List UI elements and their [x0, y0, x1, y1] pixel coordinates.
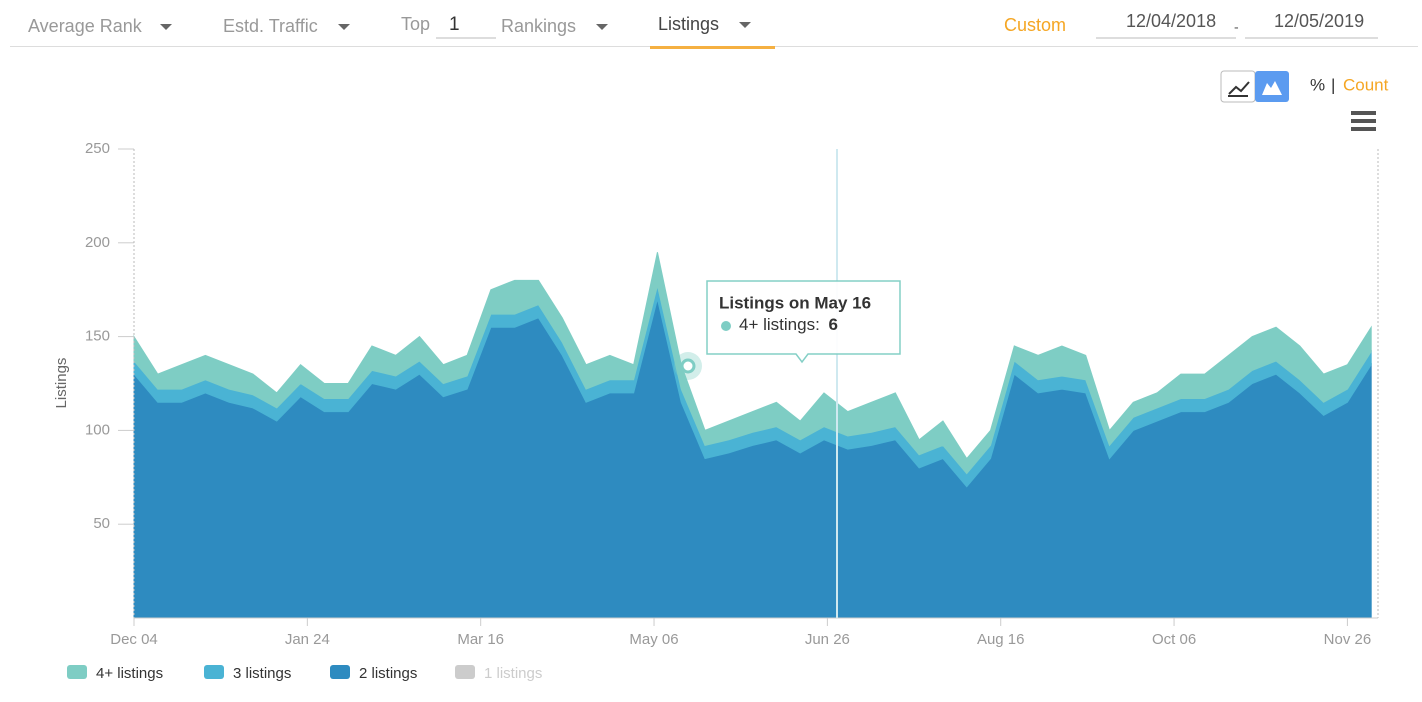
top-label: Top — [401, 14, 430, 34]
area-icon — [1262, 81, 1282, 95]
legend-swatch — [204, 665, 224, 679]
x-tick-label: Dec 04 — [110, 631, 158, 648]
menu-icon[interactable] — [1351, 111, 1376, 131]
tooltip-title: Listings on May 16 — [719, 293, 871, 312]
dropdown-arrow[interactable] — [338, 24, 350, 30]
x-tick-label: Jun 26 — [805, 631, 850, 648]
dropdown-arrow[interactable] — [160, 24, 172, 30]
x-tick-label: Aug 16 — [977, 631, 1025, 648]
tooltip-dot — [721, 321, 731, 331]
legend-label-hidden: 1 listings — [484, 665, 542, 682]
legend-label: 4+ listings — [96, 665, 163, 682]
legend-label: 2 listings — [359, 665, 417, 682]
y-tick-label: 50 — [93, 515, 110, 532]
hover-marker — [680, 358, 696, 374]
date-to[interactable]: 12/05/2019 — [1274, 11, 1364, 31]
count-toggle[interactable]: Count — [1343, 75, 1389, 94]
dropdown-arrow[interactable] — [596, 24, 608, 30]
filter-traffic[interactable]: Estd. Traffic — [223, 16, 318, 36]
line-chart-button[interactable] — [1220, 70, 1256, 103]
x-tick-label: Nov 26 — [1324, 631, 1372, 648]
y-tick-label: 200 — [85, 234, 110, 251]
dropdown-arrow[interactable] — [739, 22, 751, 28]
y-tick-label: 150 — [85, 328, 110, 345]
x-tick-label: Oct 06 — [1152, 631, 1196, 648]
x-tick-label: May 06 — [629, 631, 678, 648]
x-tick-label: Jan 24 — [285, 631, 330, 648]
area — [133, 252, 1372, 475]
date-sep: - — [1234, 19, 1239, 35]
y-tick-label: 100 — [85, 421, 110, 438]
top-input[interactable]: 1 — [449, 14, 460, 35]
tooltip-label-text: 4+ listings: — [739, 315, 825, 334]
percent-toggle[interactable]: % — [1310, 75, 1325, 94]
toggle-sep: | — [1331, 75, 1335, 94]
y-tick-label: 250 — [85, 140, 110, 157]
plot — [133, 252, 1372, 619]
line-icon — [1228, 81, 1250, 97]
y-axis-label: Listings — [53, 358, 70, 409]
legend-swatch — [455, 665, 475, 679]
rankings-filter[interactable]: Rankings — [501, 16, 576, 36]
tooltip-label: 4+ listings: 6 — [739, 315, 838, 334]
date-from[interactable]: 12/04/2018 — [1126, 11, 1216, 31]
tooltip-box — [706, 280, 901, 364]
x-tick-label: Mar 16 — [457, 631, 504, 648]
filter-average-rank[interactable]: Average Rank — [28, 16, 143, 36]
legend-label: 3 listings — [233, 665, 291, 682]
legend-swatch — [67, 665, 87, 679]
tab-listings[interactable]: Listings — [658, 14, 719, 34]
legend-swatch — [330, 665, 350, 679]
custom-range[interactable]: Custom — [1004, 15, 1066, 35]
tooltip-value: 6 — [829, 315, 838, 334]
tab-underline — [650, 46, 775, 49]
